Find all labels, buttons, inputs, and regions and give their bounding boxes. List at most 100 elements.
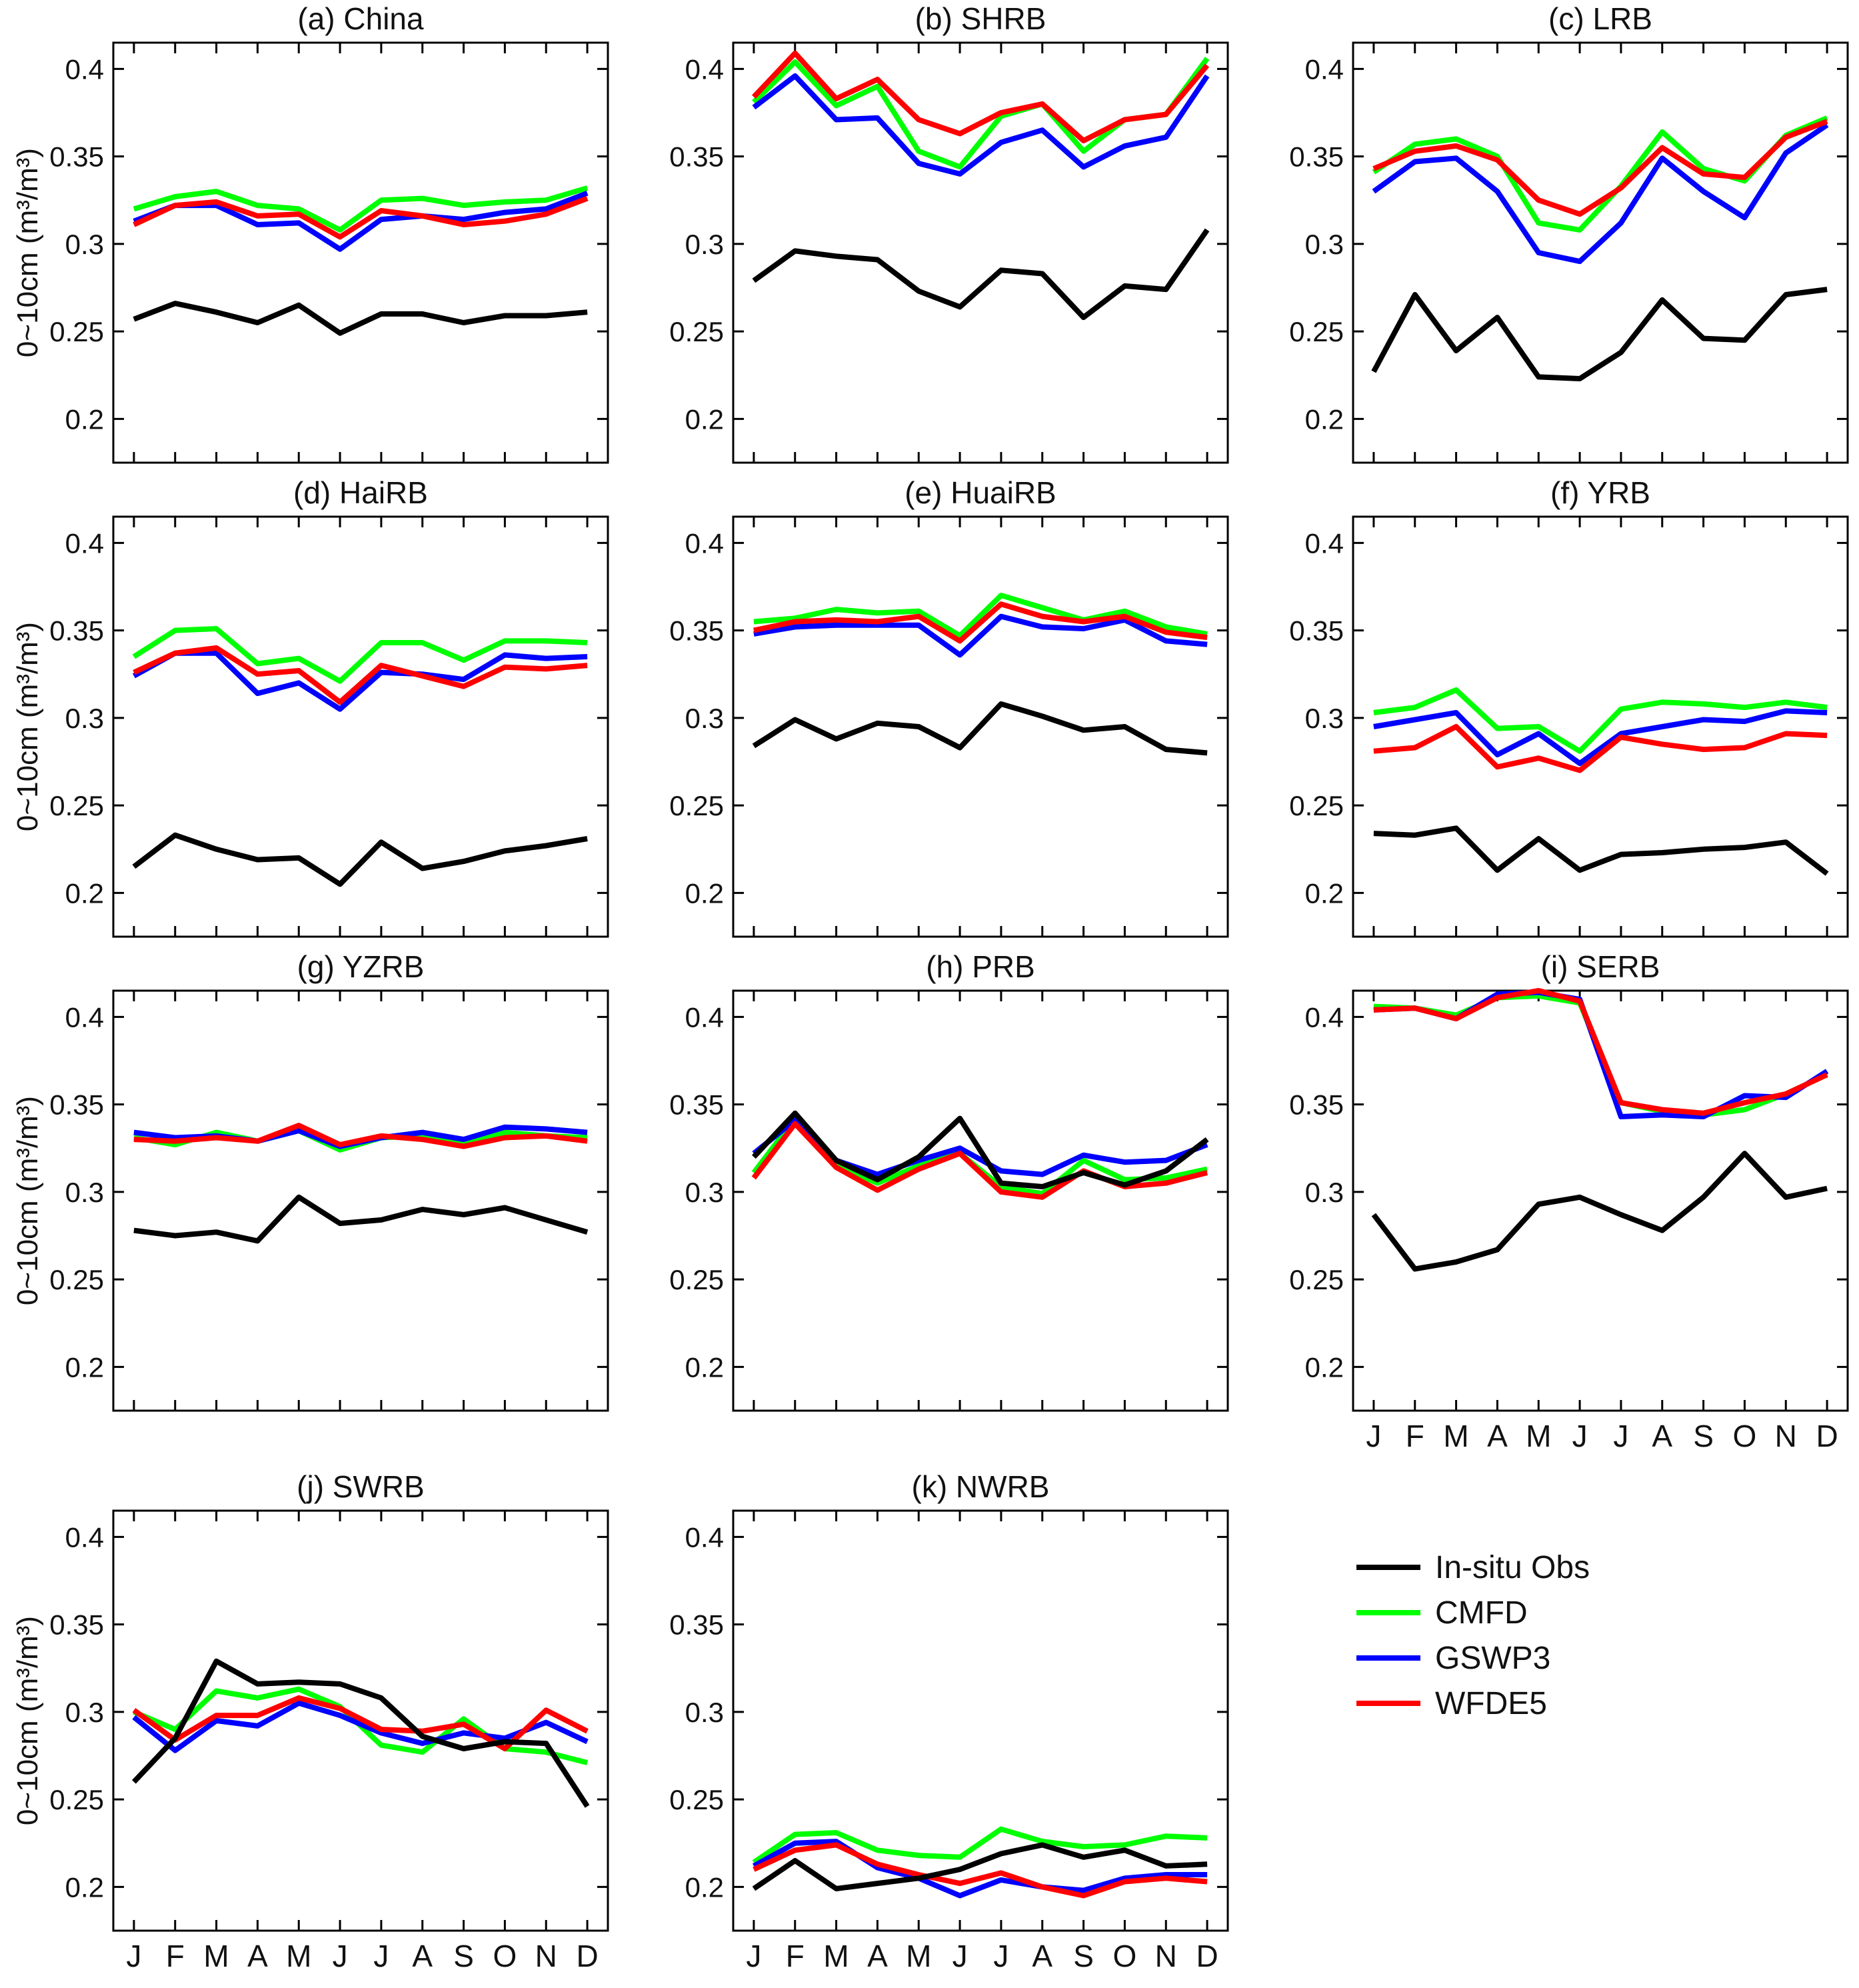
series-line-wfde5	[751, 1121, 1208, 1200]
series-line-in-situ-obs	[752, 701, 1208, 756]
axis-ticks	[113, 517, 608, 937]
y-tick-label: 0.3	[685, 1177, 724, 1208]
series-line-in-situ-obs	[133, 301, 588, 336]
month-label: J	[746, 1939, 761, 1973]
y-tick-label: 0.2	[685, 1351, 724, 1383]
plot-canvas: 0.2 0.25 0.3 0.35 0.4	[49, 515, 609, 938]
month-label: A	[1032, 1939, 1052, 1973]
axis-ticks	[113, 43, 608, 463]
y-tick-labels: 0.2 0.25 0.3 0.35 0.4	[49, 1001, 104, 1383]
series-line-in-situ-obs	[751, 1110, 1209, 1189]
series-line-in-situ-obs	[752, 1842, 1208, 1891]
y-tick-label: 0.35	[669, 1609, 724, 1641]
plot-canvas: 0.2 0.25 0.3 0.35 0.4	[49, 989, 609, 1412]
y-tick-label: 0.25	[1289, 790, 1344, 821]
panel-title: (c) LRB	[1548, 1, 1652, 36]
panel-title: (e) HuaiRB	[905, 475, 1056, 510]
series-line-cmfd	[753, 593, 1208, 639]
y-tick-label: 0.3	[1305, 1177, 1344, 1208]
axis-ticks	[1353, 991, 1848, 1411]
y-tick-label: 0.4	[1305, 527, 1344, 559]
axis-ticks	[733, 43, 1228, 463]
y-tick-label: 0.25	[669, 790, 724, 821]
y-tick-label: 0.25	[669, 1784, 724, 1815]
month-label: M	[1526, 1419, 1551, 1453]
month-label: D	[576, 1939, 598, 1973]
y-tick-label: 0.25	[49, 790, 104, 821]
y-tick-label: 0.4	[65, 527, 104, 559]
month-label: J	[993, 1939, 1008, 1973]
legend-item-insitu-obs: In-situ Obs	[1356, 1548, 1590, 1587]
plot-canvas: 0.2 0.25 0.3 0.35 0.4	[1289, 41, 1849, 464]
y-tick-label: 0.4	[65, 1521, 104, 1553]
month-label: J	[126, 1939, 141, 1973]
y-tick-labels: 0.2 0.25 0.3 0.35 0.4	[669, 1521, 724, 1903]
y-tick-label: 0.4	[685, 1521, 724, 1553]
series-line-in-situ-obs	[752, 228, 1210, 321]
y-tick-label: 0.25	[49, 316, 104, 347]
series-line-gswp3	[1373, 708, 1828, 767]
month-label: M	[203, 1939, 229, 1973]
y-tick-label: 0.35	[49, 1089, 104, 1121]
legend-label: WFDE5	[1435, 1685, 1547, 1721]
y-tick-labels: 0.2 0.25 0.3 0.35 0.4	[49, 1521, 104, 1903]
month-label: M	[823, 1939, 849, 1973]
y-tick-label: 0.35	[669, 615, 724, 647]
month-label: S	[453, 1939, 474, 1973]
series-line-wfde5	[751, 50, 1210, 143]
series-line-cmfd	[752, 57, 1210, 170]
legend-line-red-icon	[1356, 1701, 1420, 1706]
panel-f-yrb: (f) YRB 0.2 0.25 0.3 0.35 0.4	[1240, 474, 1859, 948]
panel-title: (a) China	[297, 1, 424, 36]
month-label: A	[1652, 1419, 1672, 1453]
legend: In-situ Obs CMFD GSWP3 WFDE5	[1240, 1468, 1859, 1988]
month-label: D	[1196, 1939, 1218, 1973]
series-line-wfde5	[133, 195, 589, 240]
series-line-gswp3	[752, 1839, 1208, 1899]
y-tick-label: 0.3	[685, 703, 724, 734]
y-tick-label: 0.4	[65, 1001, 104, 1033]
series-line-wfde5	[753, 1842, 1208, 1899]
plot-canvas: 0.20.250.30.350.4J F M A M J J A S O N D	[669, 1509, 1229, 1973]
panel-title: (b) SHRB	[915, 1, 1046, 36]
y-tick-label: 0.2	[65, 1351, 104, 1383]
month-label: A	[867, 1939, 888, 1973]
y-tick-label: 0.2	[65, 403, 104, 435]
plot-border	[732, 515, 1229, 938]
month-label: A	[1487, 1419, 1508, 1453]
month-label: J	[373, 1939, 389, 1973]
axis-ticks	[733, 1511, 1228, 1931]
plot-canvas: 0.2 0.25 0.3 0.35 0.4	[49, 41, 609, 464]
month-label: S	[1693, 1419, 1714, 1453]
y-tick-label: 0.25	[49, 1784, 104, 1815]
y-tick-labels: 0.2 0.25 0.3 0.35 0.4	[669, 1001, 724, 1383]
y-tick-label: 0.4	[685, 527, 724, 559]
y-tick-label: 0.3	[1305, 703, 1344, 734]
y-tick-label: 0.25	[1289, 316, 1344, 347]
y-tick-label: 0.4	[685, 53, 724, 85]
series-line-in-situ-obs	[1371, 1151, 1828, 1272]
month-label: J	[333, 1939, 348, 1973]
axis-ticks	[113, 1511, 608, 1931]
y-tick-label: 0.35	[49, 1609, 104, 1641]
plot-canvas: 0.2 0.25 0.3 0.35 0.4	[1289, 515, 1849, 938]
series-line-gswp3	[132, 1700, 589, 1753]
series-line-in-situ-obs	[132, 832, 588, 887]
panel-d-hairb: 0~10cm (m³/m³) (d) HaiRB 0.2 0.25 0.3 0.35 0…	[0, 474, 620, 948]
y-tick-labels: 0.2 0.25 0.3 0.35 0.4	[1289, 527, 1344, 909]
legend-label: CMFD	[1435, 1595, 1528, 1631]
legend-item-wfde5: WFDE5	[1356, 1684, 1590, 1723]
plot-border	[112, 1509, 609, 1932]
plot-canvas: 0.2 0.25 0.3 0.35 0.4	[669, 515, 1229, 938]
axis-ticks	[113, 991, 608, 1411]
y-tick-label: 0.35	[669, 1089, 724, 1121]
y-tick-label: 0.35	[1289, 615, 1344, 647]
y-tick-label: 0.3	[65, 1697, 104, 1728]
month-label: O	[493, 1939, 517, 1973]
plot-canvas: 0.20.250.30.350.4J F M A M J J A S O N D	[49, 1509, 609, 1973]
plot-border	[732, 41, 1229, 464]
series-line-cmfd	[132, 626, 588, 684]
